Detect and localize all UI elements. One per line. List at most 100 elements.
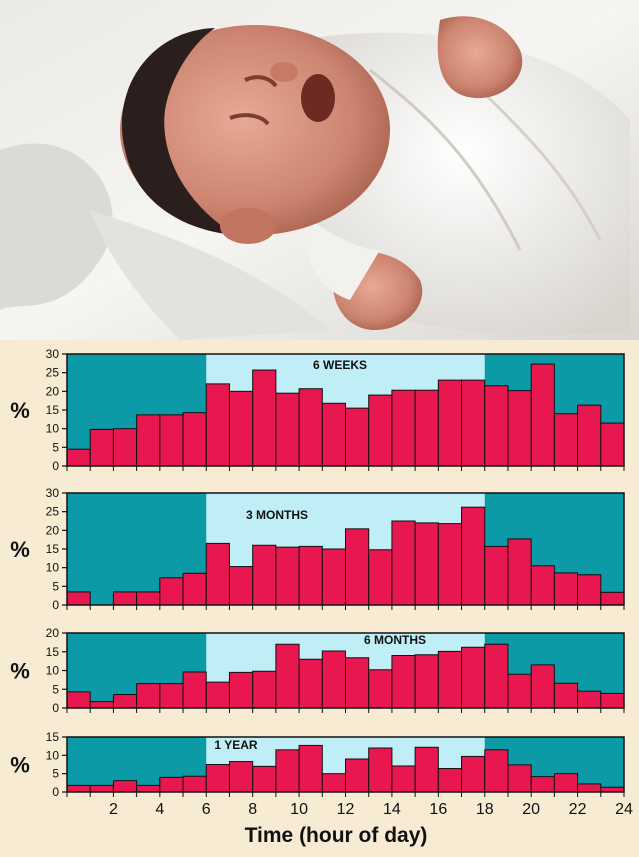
bar-hour-8 [228, 761, 254, 793]
bar-hour-18 [461, 755, 486, 793]
bar-hour-4 [136, 784, 161, 793]
bar-hour-4 [136, 591, 161, 606]
bar-hour-9 [252, 369, 277, 467]
bar-hour-2 [89, 428, 114, 467]
bar-hour-14 [368, 394, 393, 467]
y-tick-label: 25 [46, 505, 60, 519]
bar-hour-13 [345, 758, 370, 793]
bar-hour-21 [530, 363, 555, 467]
bar-hour-20 [507, 538, 532, 606]
bar-hour-1 [66, 784, 91, 793]
y-tick-label: 10 [46, 422, 60, 436]
bar-hour-16 [414, 389, 439, 467]
bar-hour-17 [437, 523, 463, 606]
x-tick-label: 24 [615, 801, 633, 818]
crying-newborn-photo [0, 0, 639, 340]
chart-title: 3 MONTHS [246, 508, 308, 522]
bar-hour-21 [530, 664, 555, 709]
x-tick-label: 8 [248, 801, 257, 818]
bar-hour-24 [600, 422, 625, 467]
bar-hour-24 [600, 591, 625, 606]
bar-hour-19 [484, 749, 509, 793]
y-tick-label: 30 [46, 347, 60, 361]
bar-hour-13 [345, 528, 370, 606]
bar-hour-3 [112, 591, 138, 606]
bar-hour-3 [112, 694, 138, 709]
bar-hour-6 [182, 412, 207, 467]
bar-hour-5 [159, 776, 184, 793]
bar-hour-6 [182, 775, 207, 793]
bar-hour-19 [484, 385, 509, 467]
y-tick-label: 30 [46, 486, 60, 500]
y-tick-label: 10 [46, 748, 60, 762]
bar-hour-23 [577, 574, 602, 606]
y-tick-label: 20 [46, 384, 60, 398]
bar-hour-7 [205, 764, 230, 793]
y-axis-label: % [10, 398, 30, 423]
y-tick-label: 15 [46, 542, 60, 556]
bar-hour-8 [228, 390, 254, 467]
bar-hour-5 [159, 577, 184, 606]
bar-hour-8 [228, 566, 254, 606]
bar-hour-4 [136, 414, 161, 467]
bar-hour-15 [391, 389, 416, 467]
x-tick-label: 6 [202, 801, 211, 818]
bar-hour-12 [321, 650, 346, 709]
bar-hour-11 [298, 658, 323, 709]
bar-hour-10 [275, 392, 300, 467]
bar-hour-7 [205, 681, 230, 709]
bar-hour-21 [530, 565, 555, 606]
bar-hour-18 [461, 506, 486, 606]
bar-hour-3 [112, 428, 138, 467]
bar-hour-1 [66, 448, 91, 467]
bar-hour-18 [461, 379, 486, 467]
x-tick-label: 14 [383, 801, 401, 818]
x-tick-label: 18 [476, 801, 494, 818]
bar-hour-18 [461, 646, 486, 709]
y-tick-label: 0 [52, 701, 59, 715]
bar-hour-9 [252, 670, 277, 709]
y-tick-label: 5 [52, 579, 59, 593]
y-tick-label: 10 [46, 664, 60, 678]
y-tick-label: 0 [52, 459, 59, 473]
bar-hour-7 [205, 383, 230, 467]
y-tick-label: 15 [46, 730, 60, 744]
bar-hour-12 [321, 402, 346, 467]
bar-hour-22 [553, 572, 579, 606]
chart-title: 6 WEEKS [313, 358, 367, 372]
bar-hour-23 [577, 690, 602, 709]
x-tick-label: 12 [337, 801, 355, 818]
bar-hour-22 [553, 773, 579, 793]
y-axis-label: % [10, 659, 30, 684]
bar-hour-17 [437, 768, 463, 793]
bar-hour-13 [345, 657, 370, 709]
bar-hour-23 [577, 404, 602, 467]
y-tick-label: 15 [46, 645, 60, 659]
x-tick-label: 22 [569, 801, 587, 818]
bar-hour-14 [368, 747, 393, 793]
x-tick-label: 2 [109, 801, 118, 818]
bar-hour-2 [89, 784, 114, 793]
bar-hour-10 [275, 546, 300, 606]
bar-hour-22 [553, 682, 579, 709]
y-tick-label: 20 [46, 626, 60, 640]
x-tick-label: 20 [522, 801, 540, 818]
y-tick-label: 15 [46, 403, 60, 417]
bar-hour-17 [437, 379, 463, 467]
bar-hour-15 [391, 765, 416, 793]
bar-hour-2 [89, 701, 114, 709]
bar-hour-24 [600, 692, 625, 709]
bar-hour-1 [66, 691, 91, 709]
bar-hour-6 [182, 572, 207, 606]
bar-hour-11 [298, 744, 323, 793]
bar-hour-9 [252, 544, 277, 606]
y-tick-label: 20 [46, 523, 60, 537]
y-tick-label: 5 [52, 682, 59, 696]
chart-title: 1 YEAR [214, 738, 257, 752]
bar-hour-8 [228, 671, 254, 709]
bar-hour-1 [66, 591, 91, 606]
bar-hour-11 [298, 388, 323, 467]
crying-by-hour-charts: 0 5 10 15 20 25 30% 6 WEEKS 0 5 10 15 20 25 30% 3 MONTH… [0, 340, 639, 852]
chart-title: 6 MONTHS [364, 633, 426, 647]
bar-hour-16 [414, 746, 439, 793]
